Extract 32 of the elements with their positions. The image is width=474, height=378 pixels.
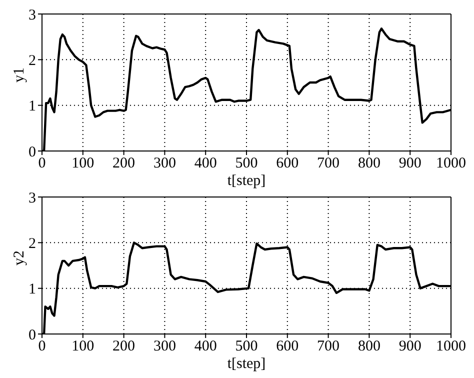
x-axis-title: t[step]: [227, 173, 266, 189]
x-tick-label: 1000: [436, 338, 466, 355]
x-tick-label: 900: [398, 338, 422, 355]
x-tick-label: 500: [235, 338, 258, 355]
x-tick-label: 800: [358, 338, 380, 355]
y-tick-label: 0: [28, 144, 36, 160]
y-axis-title: y1: [11, 68, 28, 82]
y-tick-label: 2: [28, 52, 36, 69]
y-tick-label: 0: [28, 327, 36, 344]
x-tick-label: 200: [112, 156, 136, 172]
x-tick-label: 800: [358, 156, 380, 172]
x-tick-label: 700: [317, 338, 340, 355]
y-tick-label: 1: [28, 282, 36, 298]
y-tick-label: 3: [28, 190, 36, 206]
x-tick-label: 400: [194, 338, 217, 355]
x-tick-label: 700: [317, 156, 340, 172]
x-tick-label: 200: [112, 338, 136, 355]
y-axis-title: y2: [11, 250, 28, 266]
x-tick-label: 300: [153, 338, 176, 355]
x-tick-label: 100: [72, 338, 94, 355]
x-tick-label: 100: [72, 156, 94, 172]
y-tick-label: 3: [28, 7, 36, 24]
x-tick-label: 500: [235, 156, 258, 172]
x-tick-label: 1000: [436, 156, 466, 172]
x-tick-label: 400: [194, 156, 217, 172]
y-tick-label: 1: [28, 98, 36, 115]
x-tick-label: 300: [153, 156, 176, 172]
y-tick-label: 2: [28, 236, 36, 252]
x-tick-label: 600: [276, 338, 299, 355]
x-axis-title: t[step]: [227, 356, 266, 372]
x-tick-label: 600: [276, 156, 299, 172]
x-tick-label: 900: [398, 156, 422, 172]
